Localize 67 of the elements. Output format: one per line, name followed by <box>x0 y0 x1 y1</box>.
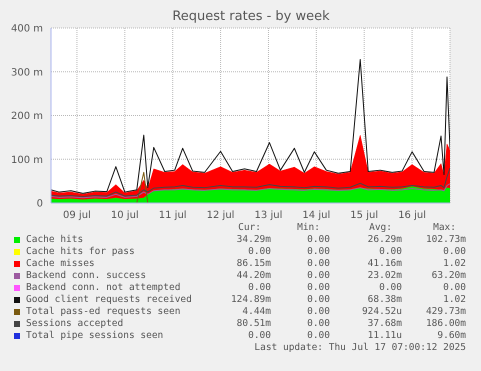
legend-label: Backend conn. not attempted <box>26 282 180 294</box>
text: 0.00 <box>307 306 330 318</box>
text: 1.02 <box>443 294 466 306</box>
text: 0.00 <box>307 234 330 246</box>
text: 4.44m <box>242 306 271 318</box>
x-tick-label: 14 jul <box>302 210 330 222</box>
text: 23.02m <box>368 270 402 282</box>
text: 37.68m <box>368 318 402 330</box>
line-series <box>51 168 450 197</box>
chart-title: Request rates - by week <box>171 9 331 24</box>
text: 86.15m <box>236 258 271 270</box>
text: Max: <box>433 222 456 234</box>
text: 34.29m <box>236 234 271 246</box>
text: 0.00 <box>307 246 330 258</box>
legend-label: Cache hits <box>26 234 84 246</box>
text: 44.20m <box>236 270 271 282</box>
text: 0.00 <box>307 258 330 270</box>
x-tick-label: 10 jul <box>110 210 139 222</box>
y-tick-label: 300 m <box>10 67 43 78</box>
text: 0.00 <box>248 246 271 258</box>
text: 9.60m <box>437 330 466 342</box>
text: Cur: <box>238 222 261 234</box>
text: Min: <box>297 222 320 234</box>
text: 68.38m <box>368 294 402 306</box>
x-tick-label: 12 jul <box>206 210 234 222</box>
text: 102.73m <box>426 234 466 246</box>
text: 124.89m <box>230 294 271 306</box>
x-tick-label: 16 jul <box>398 210 426 222</box>
text: 0.00 <box>379 246 402 258</box>
y-tick-label: 100 m <box>10 154 43 166</box>
line-series <box>51 59 450 194</box>
x-tick-label: 11 jul <box>158 210 187 222</box>
text: Avg: <box>369 222 392 234</box>
x-tick-label: 13 jul <box>254 210 282 222</box>
legend-label: Total pipe sessions seen <box>26 330 164 342</box>
y-tick-label: 200 m <box>10 111 43 122</box>
line-series <box>51 183 450 198</box>
text: 0.00 <box>443 246 466 258</box>
text: 0.00 <box>307 270 330 282</box>
text: 11.11u <box>368 330 402 342</box>
text: 0.00 <box>307 294 330 306</box>
text: 26.29m <box>368 234 402 246</box>
text: 0.00 <box>307 330 330 342</box>
text: 1.02 <box>443 258 466 270</box>
text: 0.00 <box>379 282 402 294</box>
text: 80.51m <box>236 318 271 330</box>
text: 0.00 <box>248 282 271 294</box>
legend-label: Backend conn. success <box>26 270 146 282</box>
legend-label: Cache misses <box>26 258 95 270</box>
text: 0.00 <box>443 282 466 294</box>
legend-label: Cache hits for pass <box>26 246 135 258</box>
text: 63.20m <box>432 270 466 282</box>
legend-label: Total pass-ed requests seen <box>26 306 180 318</box>
text: 0.00 <box>248 330 271 342</box>
text: 0.00 <box>307 318 330 330</box>
text: 41.16m <box>368 258 402 270</box>
y-tick-label: 0 <box>36 198 43 210</box>
legend-label: Sessions accepted <box>26 318 124 330</box>
x-tick-label: 09 jul <box>63 210 91 222</box>
text: 429.73m <box>426 306 466 318</box>
legend-label: Good client requests received <box>26 294 192 306</box>
x-tick-label: 15 jul <box>350 210 378 222</box>
text: Last update: Thu Jul 17 07:00:12 2025 <box>253 342 467 354</box>
y-tick-label: 400 m <box>10 24 43 35</box>
text: 0.00 <box>307 282 330 294</box>
text: 924.52u <box>362 306 402 318</box>
text: 186.00m <box>426 318 466 330</box>
